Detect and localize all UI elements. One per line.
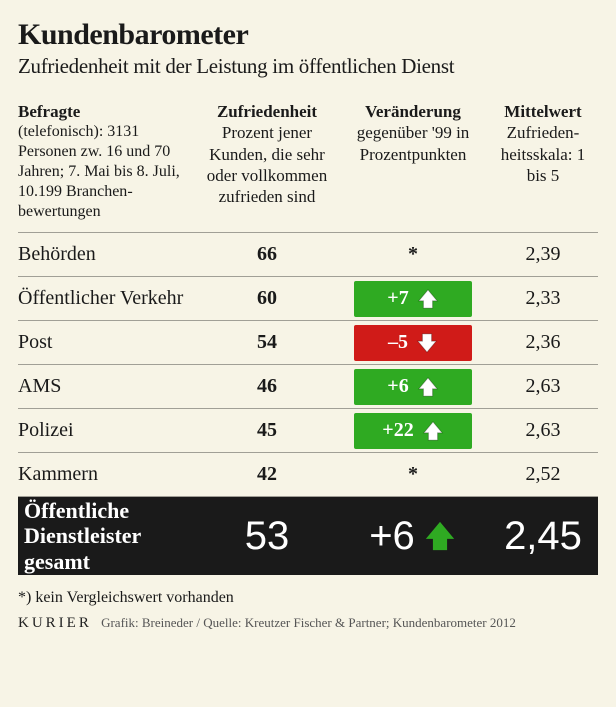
table-row: Öffentlicher Verkehr60 +7 2,33 xyxy=(18,277,598,321)
row-satisfaction: 54 xyxy=(196,321,338,365)
change-value: –5 xyxy=(388,331,408,354)
table-row: AMS46 +6 2,63 xyxy=(18,365,598,409)
header-col-4-sub: Zufrieden­heitsskala: 1 bis 5 xyxy=(494,122,592,186)
subtitle: Zufriedenheit mit der Leistung im öffent… xyxy=(18,54,598,79)
row-change: +6 xyxy=(338,365,488,409)
change-pill: +7 xyxy=(354,281,472,317)
header-row: Befragte (telefonisch): 3131 Personen zw… xyxy=(18,97,598,233)
total-change: +6 xyxy=(338,497,488,575)
row-mean: 2,63 xyxy=(488,365,598,409)
header-col-3: Veränderung gegenüber '99 in Prozent­pun… xyxy=(338,97,488,233)
row-mean: 2,33 xyxy=(488,277,598,321)
table-row: Behörden66 * 2,39 xyxy=(18,233,598,277)
header-col-1: Befragte (telefonisch): 3131 Personen zw… xyxy=(18,97,196,233)
header-col-1-sub: (telefonisch): 3131 Personen zw. 16 und … xyxy=(18,122,190,222)
row-mean: 2,63 xyxy=(488,409,598,453)
table-body: Behörden66 * 2,39Öffentlicher Verkehr60 +7 … xyxy=(18,233,598,575)
row-mean: 2,36 xyxy=(488,321,598,365)
total-mean: 2,45 xyxy=(488,497,598,575)
row-label: Behörden xyxy=(18,233,196,277)
row-change: +22 xyxy=(338,409,488,453)
header-col-2-sub: Prozent jener Kunden, die sehr oder voll… xyxy=(202,122,332,207)
change-pill: +22 xyxy=(354,413,472,449)
change-value: +22 xyxy=(382,419,413,442)
header-col-2-strong: Zufriedenheit xyxy=(202,101,332,122)
header-col-2: Zufriedenheit Prozent jener Kunden, die … xyxy=(196,97,338,233)
total-satisfaction: 53 xyxy=(196,497,338,575)
arrow-up-icon xyxy=(417,288,439,310)
total-change-value: +6 xyxy=(369,514,415,559)
infographic-root: Kundenbarometer Zufriedenheit mit der Le… xyxy=(0,0,616,642)
row-label: Polizei xyxy=(18,409,196,453)
table-row: Kammern42 * 2,52 xyxy=(18,453,598,497)
row-change: * xyxy=(338,453,488,497)
header-col-3-sub: gegenüber '99 in Prozent­punkten xyxy=(344,122,482,165)
row-label: AMS xyxy=(18,365,196,409)
arrow-up-icon xyxy=(417,376,439,398)
no-comparison-asterisk: * xyxy=(408,463,418,485)
data-table: Befragte (telefonisch): 3131 Personen zw… xyxy=(18,97,598,575)
row-label: Post xyxy=(18,321,196,365)
row-mean: 2,39 xyxy=(488,233,598,277)
total-label: Öffentliche Dienst­leister gesamt xyxy=(18,497,196,575)
change-pill: –5 xyxy=(354,325,472,361)
arrow-down-icon xyxy=(416,332,438,354)
change-value: +7 xyxy=(387,287,408,310)
arrow-up-icon xyxy=(422,420,444,442)
row-satisfaction: 42 xyxy=(196,453,338,497)
credit-brand: KURIER xyxy=(18,615,92,631)
row-satisfaction: 66 xyxy=(196,233,338,277)
no-comparison-asterisk: * xyxy=(408,243,418,265)
row-change: +7 xyxy=(338,277,488,321)
table-row: Post54 –5 2,36 xyxy=(18,321,598,365)
header-col-3-strong: Veränderung xyxy=(344,101,482,122)
change-value: +6 xyxy=(387,375,408,398)
credit-rest: Grafik: Breineder / Quelle: Kreutzer Fis… xyxy=(101,615,516,630)
title: Kundenbarometer xyxy=(18,18,598,52)
header-col-4-strong: Mittelwert xyxy=(494,101,592,122)
credit-line: KURIER Grafik: Breineder / Quelle: Kreut… xyxy=(18,615,598,632)
row-label: Kammern xyxy=(18,453,196,497)
row-satisfaction: 60 xyxy=(196,277,338,321)
total-row: Öffentliche Dienst­leister gesamt53 +6 2,… xyxy=(18,497,598,575)
change-pill: +6 xyxy=(354,369,472,405)
table-row: Polizei45 +22 2,63 xyxy=(18,409,598,453)
row-change: * xyxy=(338,233,488,277)
row-label: Öffentlicher Verkehr xyxy=(18,277,196,321)
arrow-up-icon xyxy=(423,519,457,553)
row-mean: 2,52 xyxy=(488,453,598,497)
header-col-4: Mittelwert Zufrieden­heitsskala: 1 bis 5 xyxy=(488,97,598,233)
row-change: –5 xyxy=(338,321,488,365)
row-satisfaction: 46 xyxy=(196,365,338,409)
total-change-wrap: +6 xyxy=(369,514,457,559)
footnote: *) kein Vergleichswert vorhanden xyxy=(18,589,598,607)
header-col-1-strong: Befragte xyxy=(18,101,190,122)
row-satisfaction: 45 xyxy=(196,409,338,453)
